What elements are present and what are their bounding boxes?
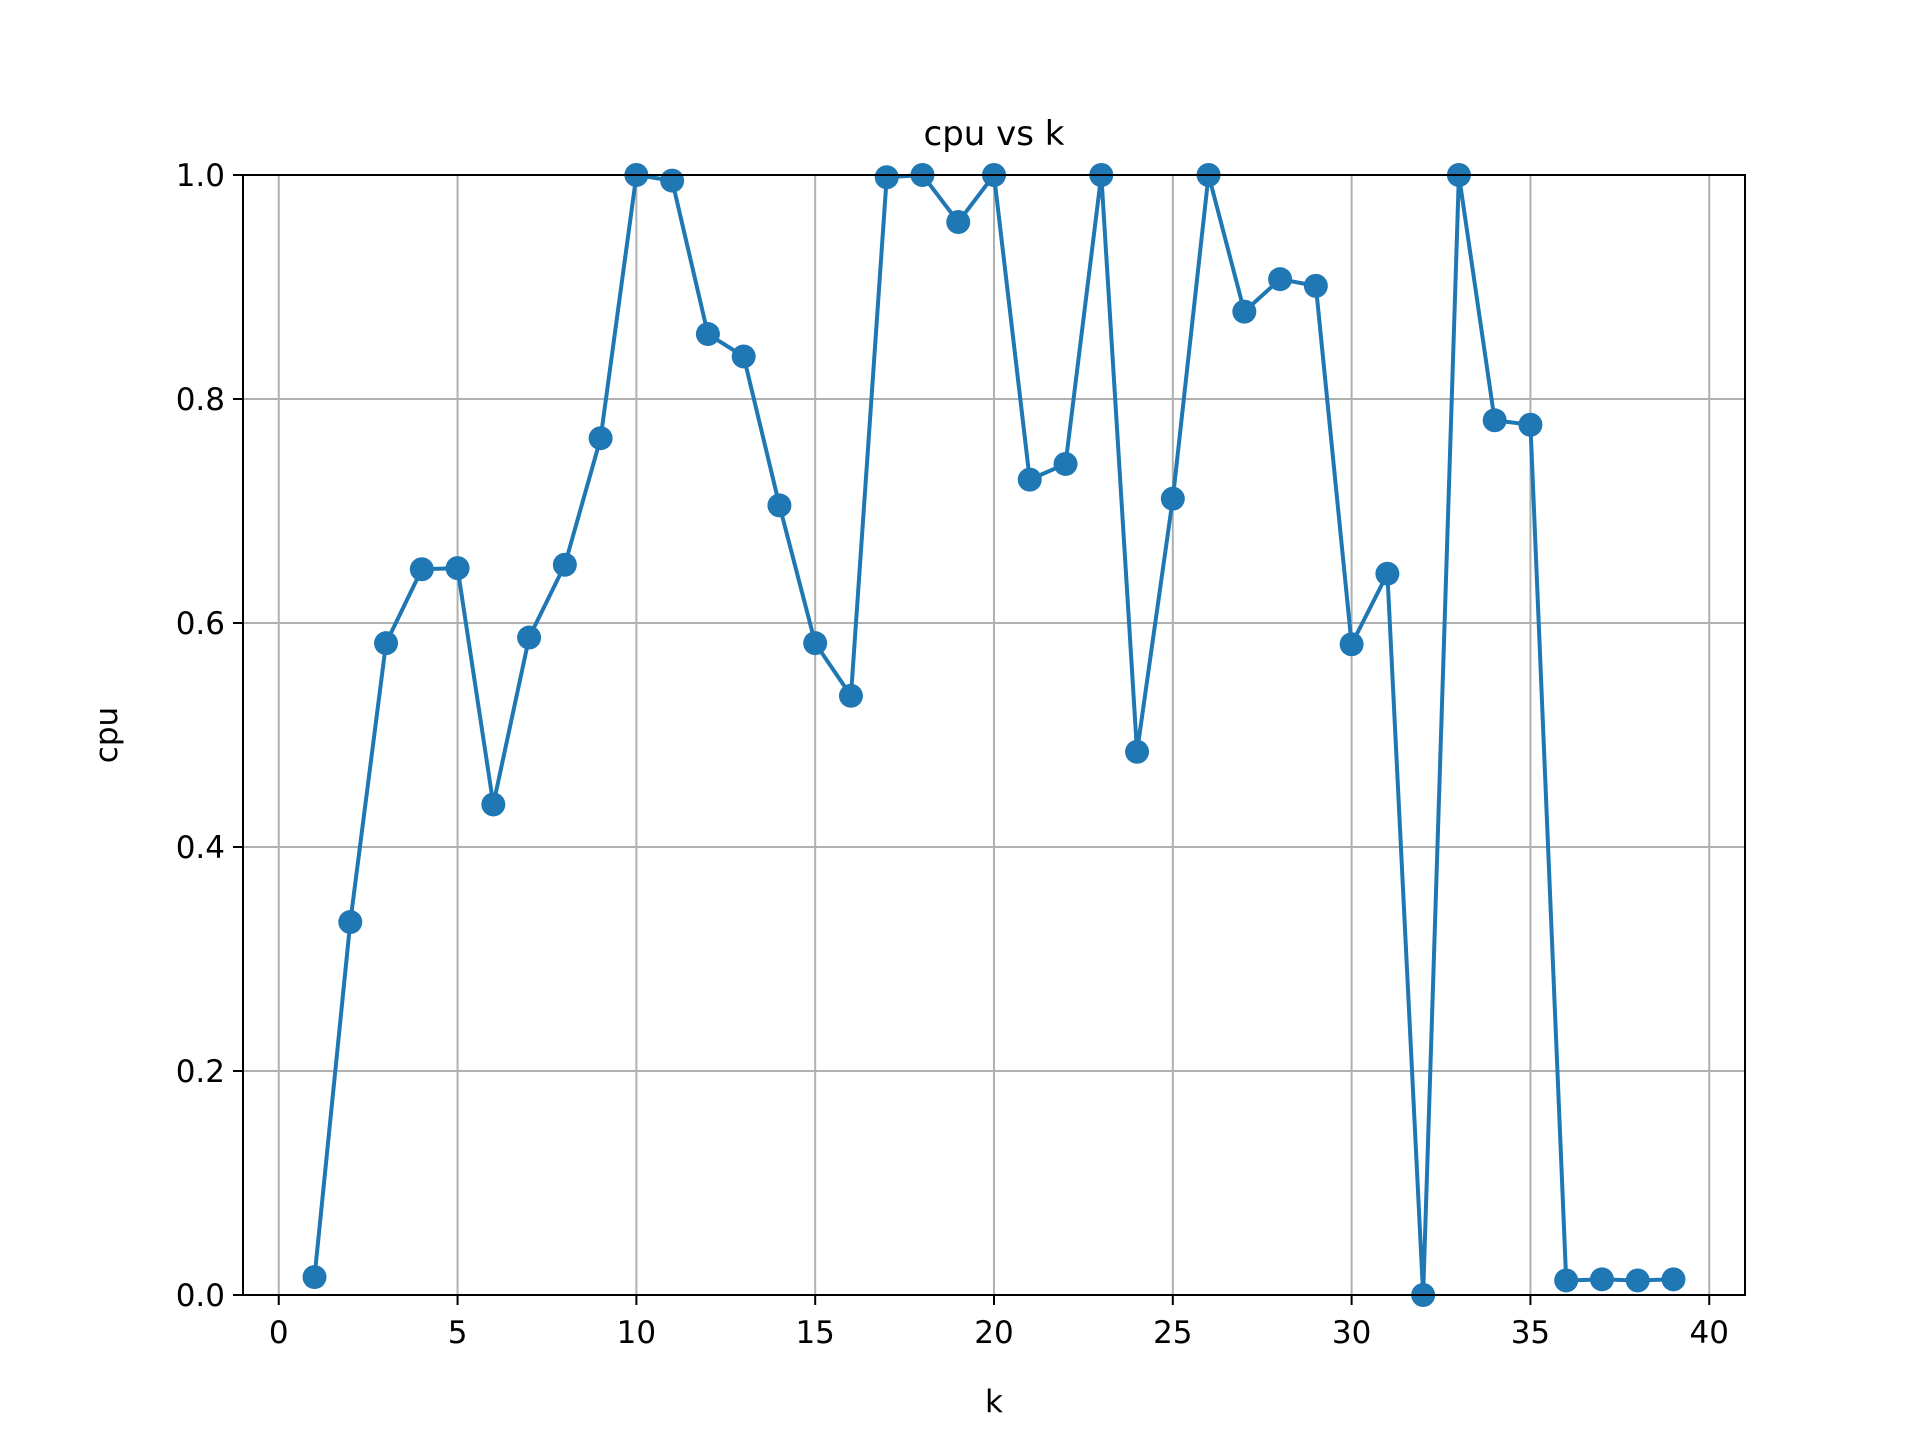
data-point	[1554, 1268, 1579, 1293]
x-tick-label: 35	[1511, 1315, 1550, 1351]
data-point	[1125, 739, 1150, 764]
data-point	[1375, 561, 1400, 586]
x-axis-label: k	[985, 1384, 1003, 1420]
data-point	[517, 625, 542, 650]
data-point	[1589, 1267, 1614, 1292]
data-point	[338, 910, 363, 935]
data-point	[481, 792, 506, 817]
x-tick-label: 30	[1332, 1315, 1371, 1351]
chart-title: cpu vs k	[924, 114, 1065, 154]
data-point	[409, 557, 434, 582]
data-point	[1232, 299, 1257, 324]
x-tick-label: 25	[1153, 1315, 1192, 1351]
data-point	[660, 168, 685, 193]
data-point	[874, 165, 899, 190]
data-point	[1303, 273, 1328, 298]
data-point	[552, 552, 577, 577]
y-tick-label: 0.8	[176, 382, 225, 418]
data-point	[838, 683, 863, 708]
x-tick-label: 0	[269, 1315, 289, 1351]
data-point	[1339, 632, 1364, 657]
data-point	[1053, 451, 1078, 476]
y-tick-label: 0.6	[176, 606, 225, 642]
data-point	[588, 426, 613, 451]
data-point	[445, 556, 470, 581]
x-axis-ticks: 0 5 10 15 20 25 30 35 40	[269, 1295, 1729, 1351]
y-axis-label: cpu	[89, 707, 125, 763]
data-point	[1160, 486, 1185, 511]
data-point	[302, 1265, 327, 1290]
data-point	[767, 493, 792, 518]
x-tick-label: 40	[1690, 1315, 1729, 1351]
x-tick-label: 20	[974, 1315, 1013, 1351]
data-point	[695, 322, 720, 347]
y-tick-label: 1.0	[176, 158, 225, 194]
data-point	[946, 210, 971, 235]
x-tick-label: 5	[448, 1315, 468, 1351]
data-point	[1017, 467, 1042, 492]
y-tick-label: 0.2	[176, 1054, 225, 1090]
y-tick-label: 0.0	[176, 1278, 225, 1314]
data-point	[1268, 267, 1293, 292]
x-tick-label: 15	[795, 1315, 834, 1351]
data-point	[803, 631, 828, 656]
data-point	[1518, 412, 1543, 437]
y-axis-ticks: 0.0 0.2 0.4 0.6 0.8 1.0	[176, 158, 243, 1314]
data-point	[731, 344, 756, 369]
data-point	[374, 631, 399, 656]
series-layer	[302, 163, 1686, 1307]
data-point	[1625, 1268, 1650, 1293]
y-tick-label: 0.4	[176, 830, 225, 866]
x-tick-label: 10	[617, 1315, 656, 1351]
data-point	[1482, 408, 1507, 433]
data-point	[1661, 1267, 1686, 1292]
